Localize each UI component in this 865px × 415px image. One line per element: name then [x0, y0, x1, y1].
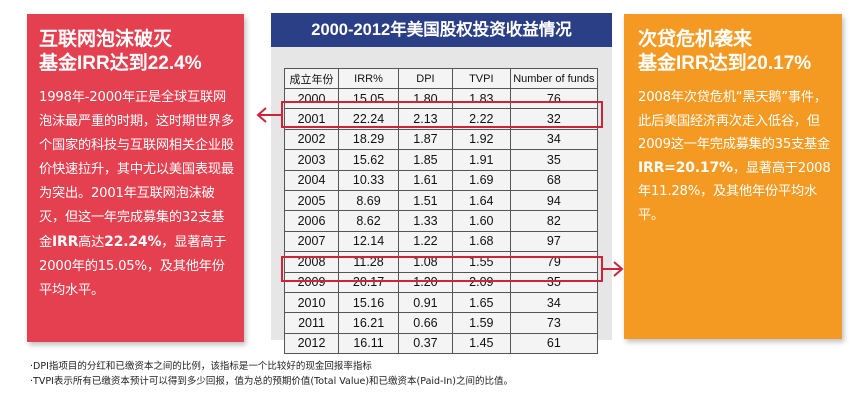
cell-funds: 68 [509, 169, 599, 191]
footnote-tvpi: ·TVPI表示所有已缴资本预计可以得到多少回报，值为总的预期价值(Total V… [30, 375, 514, 387]
right-body-prefix: 2008年次贷危机“黑天鹅”事件，此后美国经济再次走入低谷，但2009这一年完成… [638, 90, 831, 152]
cell-year: 2006 [283, 210, 340, 232]
cell-dpi: 0.91 [398, 291, 453, 314]
cell-dpi: 0.66 [398, 312, 453, 334]
column-header-year: 成立年份 [283, 68, 340, 89]
cell-irr: 16.11 [338, 332, 399, 355]
left-body-suffix: ，显著高于2000年的15.05%，及其他年份平均水平。 [39, 235, 227, 298]
table-row: 2005 8.69 1.51 1.64 94 [283, 189, 599, 212]
table-header-row: 成立年份 IRR% DPI TVPI Number of funds [283, 68, 599, 89]
right-panel-body: 2008年次贷危机“黑天鹅”事件，此后美国经济再次走入低谷，但2009这一年完成… [638, 86, 832, 227]
table-row: 2010 15.16 0.91 1.65 34 [283, 291, 599, 314]
cell-year: 2004 [283, 169, 340, 191]
center-table-box: 2000-2012年美国股权投资收益情况 成立年份 IRR% DPI TVPI … [271, 13, 612, 355]
right-info-panel: 次贷危机袭来 基金IRR达到20.17% 2008年次贷危机“黑天鹅”事件，此后… [624, 14, 842, 339]
left-info-panel: 互联网泡沫破灭 基金IRR达到22.4% 1998年-2000年正是全球互联网泡… [27, 14, 244, 342]
cell-tvpi: 1.64 [451, 189, 511, 212]
right-panel-title-line2: 基金IRR达到20.17% [638, 53, 812, 74]
highlight-box-2001 [281, 101, 603, 128]
arrow-left-icon [256, 107, 283, 123]
cell-year: 2010 [283, 291, 340, 314]
cell-funds: 82 [509, 210, 599, 232]
cell-year: 2005 [283, 189, 340, 212]
cell-tvpi: 1.69 [451, 169, 511, 191]
cell-dpi: 1.85 [398, 149, 453, 171]
cell-funds: 97 [509, 230, 599, 253]
cell-year: 2007 [283, 230, 340, 253]
cell-dpi: 1.33 [398, 210, 453, 232]
cell-irr: 16.21 [338, 312, 399, 334]
highlight-box-2009 [281, 256, 603, 282]
right-body-suffix: ，显著高于2008年11.28%，及其他年份平均水平。 [638, 160, 831, 223]
column-header-irr: IRR% [338, 68, 399, 89]
arrow-right-icon [603, 261, 624, 277]
left-panel-title-line1: 互联网泡沫破灭 [39, 29, 173, 50]
cell-funds: 61 [509, 332, 599, 355]
cell-funds: 32 [509, 108, 599, 130]
cell-irr: 12.14 [338, 230, 399, 253]
cell-year: 2003 [283, 149, 340, 171]
irr-table-container: 成立年份 IRR% DPI TVPI Number of funds 2000 1… [283, 68, 599, 355]
table-row: 2011 16.21 0.66 1.59 73 [283, 312, 599, 334]
cell-funds: 73 [509, 312, 599, 334]
cell-dpi: 1.51 [398, 189, 453, 212]
cell-irr: 15.16 [338, 291, 399, 314]
cell-tvpi: 1.65 [451, 291, 511, 314]
cell-dpi: 1.61 [398, 169, 453, 191]
left-body-mid: 高达 [78, 235, 105, 250]
cell-funds: 34 [509, 128, 599, 151]
footnote-dpi: ·DPI指项目的分红和已缴资本之间的比例，该指标是一个比较好的现金回报率指标 [30, 361, 372, 372]
cell-year: 2012 [283, 332, 340, 355]
table-row: 2012 16.11 0.37 1.45 61 [283, 332, 599, 355]
cell-funds: 94 [509, 189, 599, 212]
column-header-funds: Number of funds [509, 68, 599, 89]
left-body-bold-irr: IRR [52, 234, 79, 250]
table-row: 2007 12.14 1.22 1.68 97 [283, 230, 599, 253]
cell-tvpi: 1.45 [451, 332, 511, 355]
cell-funds: 35 [509, 149, 599, 171]
cell-tvpi: 1.68 [451, 230, 511, 253]
right-panel-title-line1: 次贷危机袭来 [638, 29, 753, 50]
table-row: 2004 10.33 1.61 1.69 68 [283, 169, 599, 191]
cell-tvpi: 1.60 [451, 210, 511, 232]
cell-irr: 10.33 [338, 169, 399, 191]
cell-irr: 18.29 [338, 128, 399, 151]
cell-dpi: 1.87 [398, 128, 453, 151]
cell-dpi: 0.37 [398, 332, 453, 355]
column-header-tvpi: TVPI [451, 68, 511, 89]
cell-irr: 8.62 [338, 210, 399, 232]
cell-irr: 15.62 [338, 149, 399, 171]
table-body: 2000 15.05 1.80 1.83 76 2001 22.24 2.13 2.22 32 20… [283, 87, 599, 355]
cell-year: 2011 [283, 312, 340, 334]
cell-irr: 8.69 [338, 189, 399, 212]
table-row: 2003 15.62 1.85 1.91 35 [283, 149, 599, 171]
cell-dpi: 1.22 [398, 230, 453, 253]
irr-table: 成立年份 IRR% DPI TVPI Number of funds 2000 1… [283, 68, 599, 355]
left-body-prefix: 1998年-2000年正是全球互联网泡沫最严重的时期，这时期世界多个国家的科技与… [39, 90, 234, 250]
footnotes: ·DPI指项目的分红和已缴资本之间的比例，该指标是一个比较好的现金回报率指标 ·… [30, 360, 513, 389]
cell-tvpi: 1.91 [451, 149, 511, 171]
left-body-bold-value: 22.24% [104, 234, 162, 250]
cell-dpi: 1.20 [398, 271, 453, 293]
left-panel-title-line2: 基金IRR达到22.4% [39, 53, 202, 74]
right-body-bold: IRR=20.17% [638, 159, 733, 176]
cell-tvpi: 1.59 [451, 312, 511, 334]
left-panel-body: 1998年-2000年正是全球互联网泡沫最严重的时期，这时期世界多个国家的科技与… [39, 86, 234, 303]
center-title: 2000-2012年美国股权投资收益情况 [271, 13, 612, 47]
table-row: 2002 18.29 1.87 1.92 34 [283, 128, 599, 151]
table-row: 2006 8.62 1.33 1.60 82 [283, 210, 599, 232]
cell-tvpi: 1.92 [451, 128, 511, 151]
cell-funds: 34 [509, 291, 599, 314]
cell-tvpi: 2.22 [451, 108, 511, 130]
cell-year: 2002 [283, 128, 340, 151]
column-header-dpi: DPI [398, 68, 453, 89]
